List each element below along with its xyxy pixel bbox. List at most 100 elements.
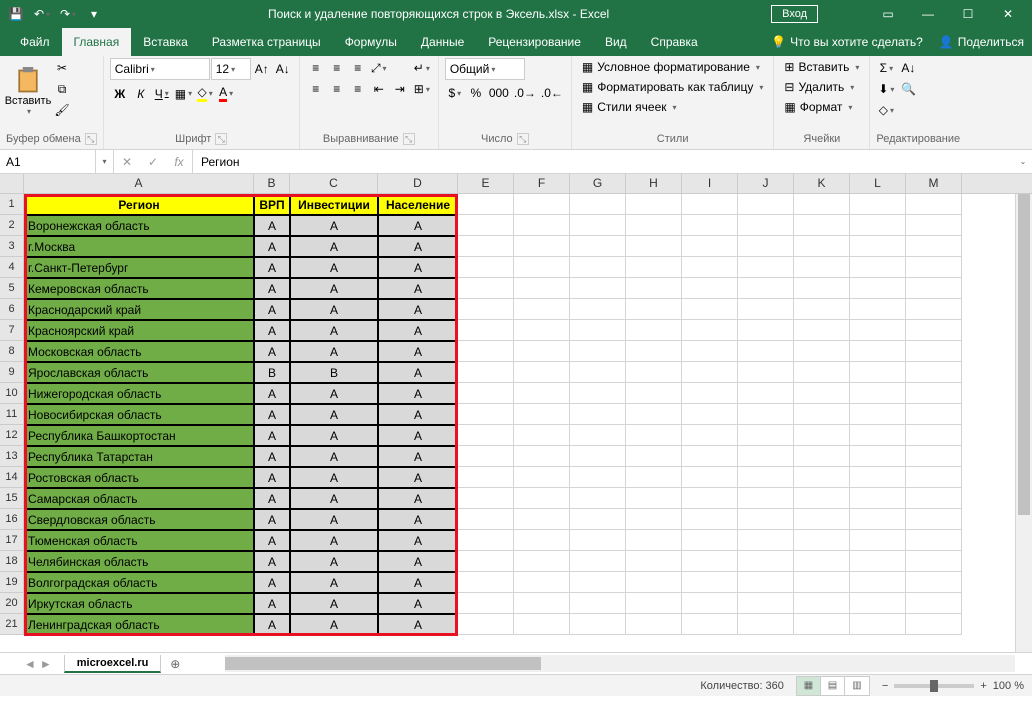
cell-K2[interactable] [794,215,850,236]
zoom-in-button[interactable]: + [980,680,986,692]
cell-M10[interactable] [906,383,962,404]
cell-G1[interactable] [570,194,626,215]
wrap-text-button[interactable]: ↵ [412,58,432,78]
cell-K11[interactable] [794,404,850,425]
row-header-10[interactable]: 10 [0,383,24,404]
cell-D7[interactable]: A [378,320,458,341]
row-header-8[interactable]: 8 [0,341,24,362]
cell-D14[interactable]: A [378,467,458,488]
cell-L17[interactable] [850,530,906,551]
cell-I2[interactable] [682,215,738,236]
cell-K19[interactable] [794,572,850,593]
cell-D15[interactable]: A [378,488,458,509]
cell-D2[interactable]: A [378,215,458,236]
cell-F21[interactable] [514,614,570,635]
cell-A5[interactable]: Кемеровская область [24,278,254,299]
cell-K4[interactable] [794,257,850,278]
cell-F18[interactable] [514,551,570,572]
cell-D4[interactable]: A [378,257,458,278]
cell-F9[interactable] [514,362,570,383]
underline-button[interactable]: Ч [152,84,172,104]
cell-H20[interactable] [626,593,682,614]
cell-J7[interactable] [738,320,794,341]
cell-C10[interactable]: A [290,383,378,404]
cell-B19[interactable]: A [254,572,290,593]
cell-H13[interactable] [626,446,682,467]
comma-button[interactable]: 000 [487,83,511,103]
cell-G4[interactable] [570,257,626,278]
orientation-button[interactable]: ⤢ [369,58,389,78]
cell-K6[interactable] [794,299,850,320]
row-header-12[interactable]: 12 [0,425,24,446]
cell-L1[interactable] [850,194,906,215]
cell-F5[interactable] [514,278,570,299]
cell-F10[interactable] [514,383,570,404]
cell-B10[interactable]: A [254,383,290,404]
cell-B6[interactable]: A [254,299,290,320]
cell-D5[interactable]: A [378,278,458,299]
decrease-decimal-button[interactable]: .0← [539,83,565,103]
col-header-H[interactable]: H [626,174,682,193]
view-page-layout-button[interactable]: ▤ [821,677,845,695]
cell-B1[interactable]: ВРП [254,194,290,215]
cell-C16[interactable]: A [290,509,378,530]
col-header-M[interactable]: M [906,174,962,193]
cell-H14[interactable] [626,467,682,488]
col-header-F[interactable]: F [514,174,570,193]
col-header-A[interactable]: A [24,174,254,193]
cell-M8[interactable] [906,341,962,362]
cell-K13[interactable] [794,446,850,467]
cell-H3[interactable] [626,236,682,257]
cell-B5[interactable]: A [254,278,290,299]
sheet-nav-prev[interactable]: ◄ [24,657,36,671]
cell-J18[interactable] [738,551,794,572]
cell-K21[interactable] [794,614,850,635]
cell-L12[interactable] [850,425,906,446]
cell-M21[interactable] [906,614,962,635]
insert-cells-button[interactable]: ⊞Вставить [780,58,863,76]
align-middle-button[interactable]: ≡ [327,58,347,78]
cell-B9[interactable]: B [254,362,290,383]
cell-M12[interactable] [906,425,962,446]
cell-J19[interactable] [738,572,794,593]
cell-G13[interactable] [570,446,626,467]
cell-D11[interactable]: A [378,404,458,425]
cell-M16[interactable] [906,509,962,530]
cell-E1[interactable] [458,194,514,215]
cell-A7[interactable]: Красноярский край [24,320,254,341]
row-header-21[interactable]: 21 [0,614,24,635]
cell-E5[interactable] [458,278,514,299]
cell-A1[interactable]: Регион [24,194,254,215]
cell-F7[interactable] [514,320,570,341]
cell-I6[interactable] [682,299,738,320]
cell-H11[interactable] [626,404,682,425]
row-header-11[interactable]: 11 [0,404,24,425]
cell-M4[interactable] [906,257,962,278]
cell-A12[interactable]: Республика Башкортостан [24,425,254,446]
cell-I15[interactable] [682,488,738,509]
tab-formulas[interactable]: Формулы [333,28,409,56]
cell-I4[interactable] [682,257,738,278]
cell-D8[interactable]: A [378,341,458,362]
cell-H9[interactable] [626,362,682,383]
cell-B12[interactable]: A [254,425,290,446]
cell-D21[interactable]: A [378,614,458,635]
cell-K7[interactable] [794,320,850,341]
cell-K9[interactable] [794,362,850,383]
cell-F12[interactable] [514,425,570,446]
cell-M7[interactable] [906,320,962,341]
cell-B3[interactable]: A [254,236,290,257]
cell-I19[interactable] [682,572,738,593]
row-header-3[interactable]: 3 [0,236,24,257]
name-box-dropdown[interactable]: ▾ [96,150,114,173]
row-header-16[interactable]: 16 [0,509,24,530]
cell-H21[interactable] [626,614,682,635]
cell-B17[interactable]: A [254,530,290,551]
cell-A20[interactable]: Иркутская область [24,593,254,614]
formula-input[interactable]: Регион [193,150,1014,173]
cell-M13[interactable] [906,446,962,467]
cell-A6[interactable]: Краснодарский край [24,299,254,320]
cell-J4[interactable] [738,257,794,278]
cell-M9[interactable] [906,362,962,383]
clear-button[interactable]: ◇ [876,100,896,120]
